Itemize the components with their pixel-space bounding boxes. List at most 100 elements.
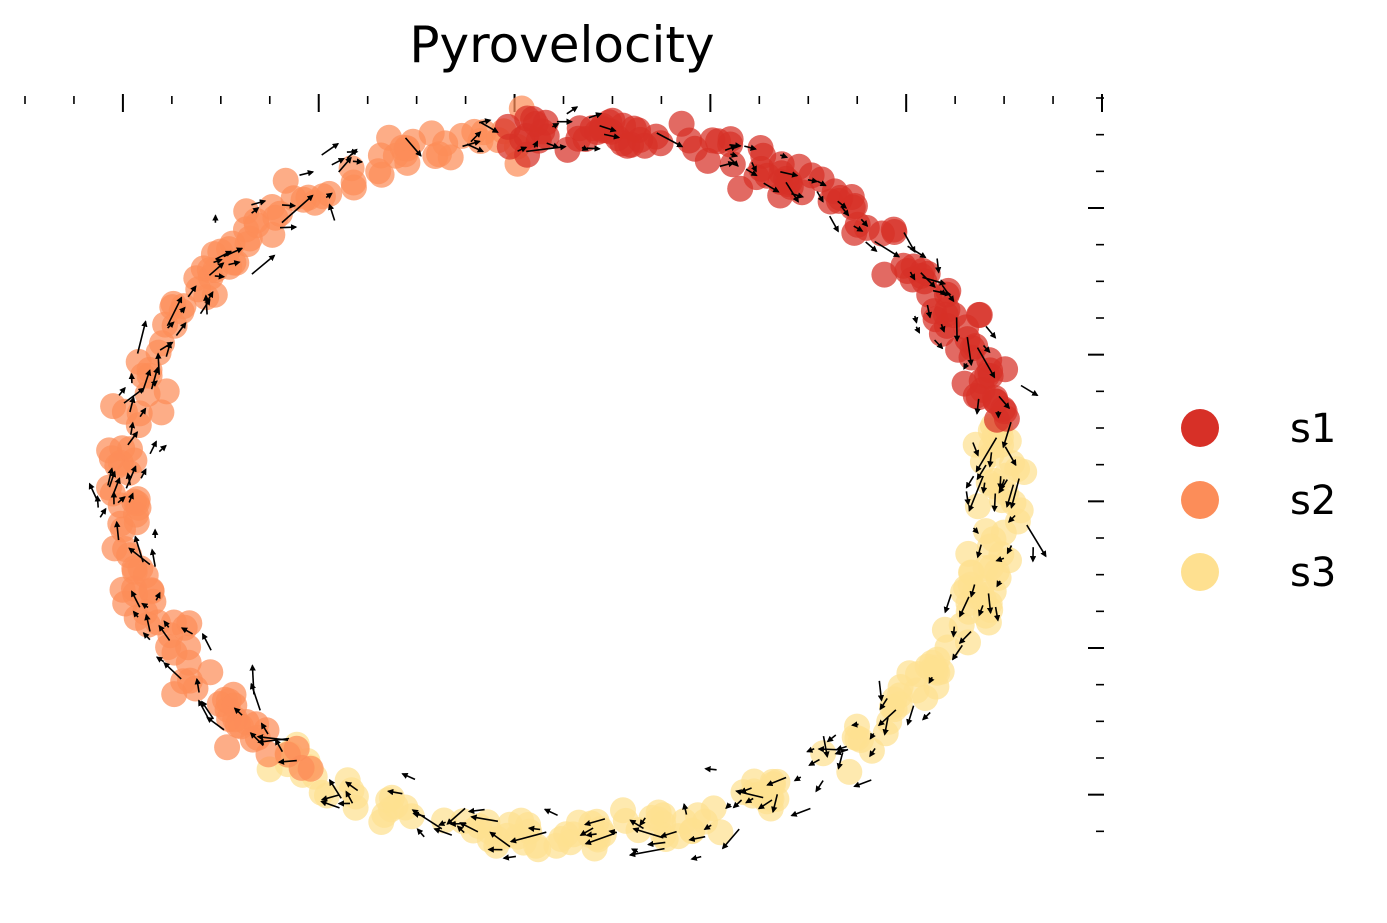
velocity-arrow	[123, 387, 145, 404]
data-point-s2	[266, 200, 293, 227]
velocity-arrow	[331, 157, 345, 166]
velocity-arrow	[837, 200, 848, 209]
velocity-arrow	[972, 527, 979, 534]
velocity-arrow	[630, 848, 639, 855]
velocity-arrow	[532, 140, 539, 148]
velocity-arrow	[260, 722, 269, 735]
velocity-arrow	[682, 802, 689, 815]
velocity-arrow	[869, 732, 876, 740]
velocity-arrow	[659, 830, 677, 838]
velocity-arrow	[745, 797, 754, 804]
velocity-arrow	[806, 746, 815, 753]
velocity-arrow	[129, 396, 136, 413]
data-point-s2	[470, 119, 497, 146]
data-point-s2	[99, 480, 126, 507]
velocity-arrow	[581, 145, 589, 151]
data-point-s3	[496, 811, 523, 838]
x-axis-ticks	[24, 94, 1103, 112]
velocity-arrow	[985, 325, 997, 339]
velocity-arrow	[1004, 446, 1017, 467]
velocity-arrow	[865, 241, 878, 253]
legend-label-s3: s3	[1290, 550, 1336, 596]
velocity-arrow	[790, 807, 811, 817]
velocity-arrow	[142, 632, 151, 641]
data-point-s1	[514, 141, 541, 168]
velocity-arrow	[412, 811, 426, 818]
velocity-arrow	[943, 594, 952, 614]
data-point-s2	[96, 437, 123, 464]
velocity-arrow	[982, 344, 991, 354]
velocity-arrow	[215, 250, 233, 260]
legend-marker-s2	[1181, 481, 1219, 519]
data-point-s1	[871, 261, 898, 288]
velocity-arrow	[489, 831, 511, 848]
velocity-arrow	[88, 482, 98, 501]
velocity-arrow	[128, 421, 136, 435]
data-point-s3	[557, 829, 584, 856]
velocity-arrow	[113, 477, 121, 493]
velocity-arrow	[807, 177, 819, 184]
velocity-arrow	[656, 132, 684, 148]
velocity-arrow	[281, 194, 314, 224]
velocity-arrow	[251, 199, 267, 206]
velocity-arrow	[201, 632, 212, 651]
velocity-arrow	[99, 507, 107, 518]
data-point-s3	[996, 547, 1022, 574]
data-point-s3	[565, 809, 592, 836]
velocity-arrow	[599, 125, 617, 133]
velocity-arrow	[975, 437, 998, 473]
velocity-arrow	[566, 106, 579, 115]
velocity-arrow	[980, 482, 988, 494]
velocity-arrow	[213, 258, 223, 265]
data-point-s1	[647, 130, 674, 157]
velocity-arrow	[739, 787, 752, 794]
velocity-arrow	[939, 323, 946, 333]
velocity-arrow	[125, 472, 132, 486]
velocity-arrow	[724, 145, 738, 152]
velocity-arrow	[527, 825, 541, 832]
data-point-s2	[148, 399, 175, 426]
velocity-arrow	[386, 788, 403, 796]
velocity-arrow	[517, 146, 528, 153]
velocity-arrow	[975, 544, 983, 559]
data-point-s3	[977, 533, 1003, 560]
data-point-s2	[290, 186, 317, 213]
data-point-s3	[525, 836, 552, 863]
velocity-arrow	[920, 272, 936, 289]
velocity-arrow	[704, 766, 717, 773]
velocity-arrow	[279, 224, 298, 231]
velocity-arrow	[299, 170, 315, 177]
velocity-arrow	[958, 631, 972, 645]
velocity-arrow	[785, 181, 799, 203]
velocity-arrow	[964, 491, 971, 506]
velocity-arrow	[478, 118, 492, 125]
velocity-arrow	[149, 548, 157, 567]
velocity-arrow	[725, 802, 732, 810]
velocity-arrow	[187, 285, 197, 298]
velocity-arrow	[1006, 545, 1013, 555]
velocity-arrow	[509, 831, 547, 844]
data-point-s2	[432, 130, 459, 157]
velocity-arrow	[180, 627, 193, 635]
legend-marker-s3	[1181, 553, 1219, 591]
velocity-arrow	[128, 547, 151, 566]
velocity-arrow	[629, 819, 644, 830]
data-point-s1	[494, 113, 521, 140]
velocity-arrow	[552, 122, 560, 129]
velocity-arrow	[603, 133, 621, 140]
velocity-arrow	[763, 182, 780, 193]
velocity-arrow	[462, 139, 481, 148]
velocity-arrow	[647, 840, 666, 848]
velocity-arrow	[751, 162, 757, 173]
velocity-arrow	[208, 262, 225, 276]
velocity-arrow	[277, 758, 297, 765]
velocity-arrow	[139, 407, 147, 418]
velocity-arrow	[206, 716, 225, 731]
velocity-arrow	[939, 289, 947, 296]
velocity-arrow	[959, 596, 970, 618]
velocity-arrow	[879, 697, 888, 711]
velocity-arrow	[841, 206, 850, 217]
data-point-s2	[123, 604, 150, 631]
velocity-arrow	[199, 298, 211, 315]
data-point-s1	[681, 135, 708, 162]
